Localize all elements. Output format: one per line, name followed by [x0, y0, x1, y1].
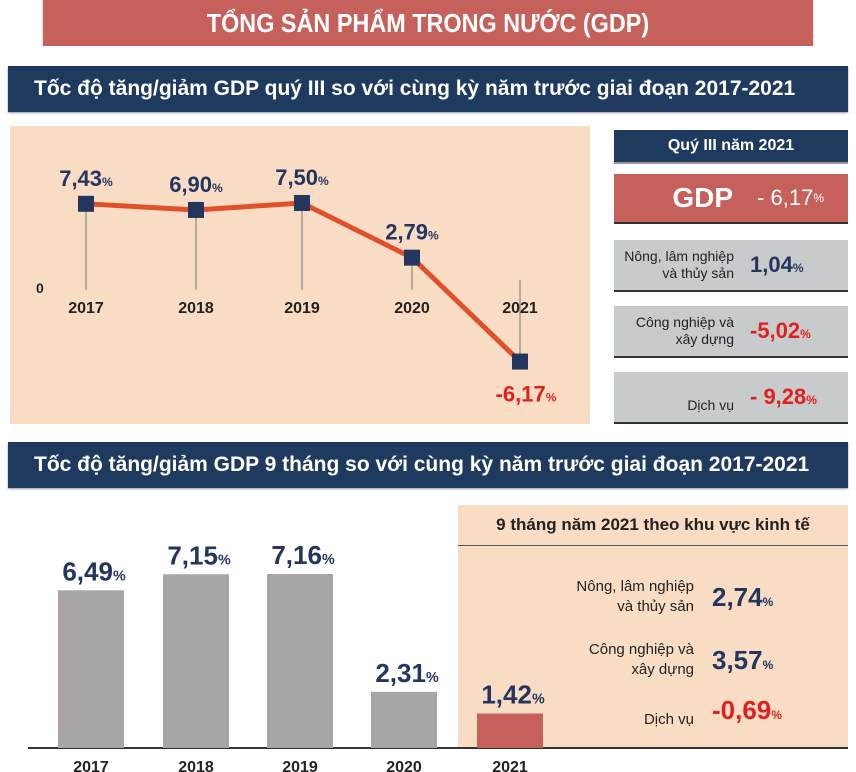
gdp-box: GDP - 6,17%: [614, 174, 848, 224]
section-title-q3: Tốc độ tăng/giảm GDP quý III so với cùng…: [8, 66, 848, 112]
sector-value: -0,69%: [712, 694, 782, 725]
sector-box: Nông, lâm nghiệp và thủy sản 1,04%: [614, 240, 848, 292]
data-point: [404, 249, 420, 266]
sector-box: Dịch vụ - 9,28%: [614, 372, 848, 424]
sector-value: 3,57%: [712, 644, 774, 675]
bar: [477, 713, 543, 748]
sector-value: - 9,28%: [750, 384, 817, 409]
line-chart-panel: [10, 126, 590, 424]
x-tick-label: 2017: [68, 300, 104, 317]
data-point: [78, 195, 94, 212]
sector-box: Công nghiệp và xây dựng -5,02%: [614, 306, 848, 358]
x-tick-label: 2019: [284, 300, 320, 317]
data-point: [294, 195, 310, 211]
bar: [371, 691, 437, 748]
sector-row: Công nghiệp và xây dựng 3,57%: [458, 632, 848, 688]
x-tick-label: 2019: [282, 759, 318, 772]
page-title: TỔNG SẢN PHẨM TRONG NƯỚC (GDP): [42, 0, 814, 46]
sector-label: Dịch vụ: [643, 711, 694, 728]
section-title-9months: Tốc độ tăng/giảm GDP 9 tháng so với cùng…: [8, 442, 848, 488]
zero-label: 0: [36, 280, 44, 296]
data-point: [188, 201, 204, 218]
data-label: 7,16%: [271, 540, 335, 570]
bar: [58, 590, 124, 748]
sector-label: Công nghiệp và xây dựng: [635, 314, 734, 347]
sector-value: 2,74%: [712, 581, 774, 612]
x-tick-label: 2018: [178, 759, 214, 772]
data-label: 7,15%: [167, 540, 231, 570]
sector-value: 1,04%: [750, 252, 804, 277]
x-tick-label: 2018: [178, 300, 214, 317]
data-label: 2,31%: [375, 658, 439, 688]
pct-sign: %: [813, 191, 824, 205]
data-label: 6,49%: [62, 556, 126, 586]
x-tick-label: 2021: [502, 300, 538, 317]
x-tick-label: 2020: [386, 759, 422, 772]
sector-label: Nông, lâm nghiệp và thủy sản: [576, 578, 694, 615]
x-tick-label: 2017: [73, 759, 109, 772]
x-tick-label: 2021: [492, 759, 528, 772]
data-label: 1,42%: [481, 679, 545, 709]
sector-label: Dịch vụ: [687, 397, 734, 413]
sector-label: Công nghiệp và xây dựng: [588, 641, 694, 678]
sector-panel-9months: 9 tháng năm 2021 theo khu vực kinh tế Nô…: [458, 505, 848, 748]
gdp-value: - 6,17: [757, 185, 814, 210]
bar: [163, 574, 229, 748]
q3-header: Quý III năm 2021: [614, 130, 848, 164]
data-point: [512, 353, 528, 370]
sector-panel-header: 9 tháng năm 2021 theo khu vực kinh tế: [458, 505, 848, 546]
x-tick-label: 2020: [394, 300, 430, 317]
sector-row: Dịch vụ -0,69%: [458, 682, 848, 738]
sector-row: Nông, lâm nghiệp và thủy sản 2,74%: [458, 569, 848, 625]
sector-label: Nông, lâm nghiệp và thủy sản: [624, 248, 734, 281]
gdp-label: GDP: [672, 182, 734, 213]
bar: [267, 574, 333, 748]
sector-value: -5,02%: [750, 318, 811, 343]
